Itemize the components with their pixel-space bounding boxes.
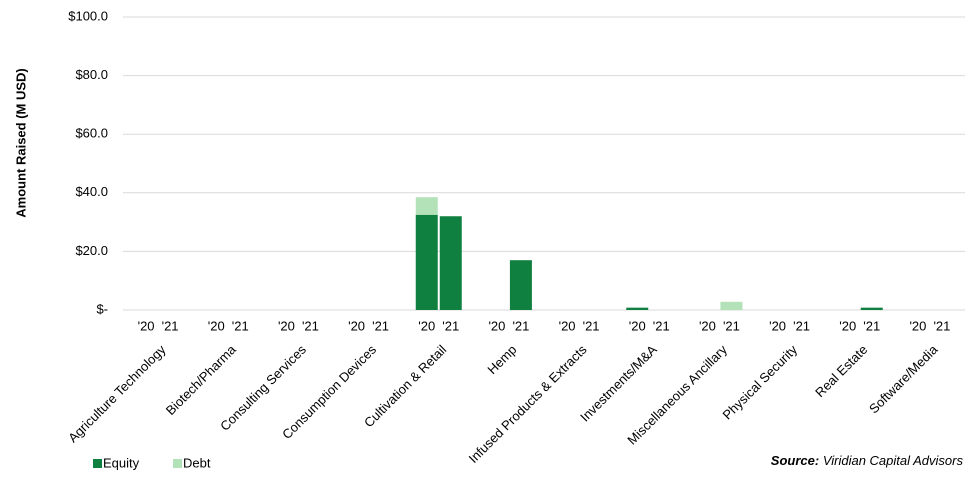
y-tick-label: $20.0 (75, 243, 108, 258)
x-tick-label: '21 (583, 318, 600, 333)
x-tick-label: '21 (162, 318, 179, 333)
legend-label: Debt (183, 455, 211, 470)
x-tick-label: '21 (512, 318, 529, 333)
x-tick-label: '20 (488, 318, 505, 333)
x-tick-label: '20 (559, 318, 576, 333)
x-tick-label: '20 (629, 318, 646, 333)
x-tick-label: '21 (793, 318, 810, 333)
legend-swatch (93, 459, 102, 468)
group-label: Real Estate (812, 342, 870, 400)
bar-segment (720, 301, 743, 310)
x-tick-label: '21 (302, 318, 319, 333)
group-label: Agriculture Technology (65, 342, 169, 446)
y-tick-label: $60.0 (75, 126, 108, 141)
x-tick-label: '21 (442, 318, 459, 333)
legend-label: Equity (103, 455, 140, 470)
group-label: Infused Products & Extracts (466, 342, 590, 466)
x-tick-label: '21 (653, 318, 670, 333)
x-tick-label: '20 (138, 318, 155, 333)
x-tick-label: '20 (699, 318, 716, 333)
x-tick-label: '20 (418, 318, 435, 333)
x-tick-label: '21 (232, 318, 249, 333)
bar-segment (860, 307, 883, 310)
bar-segment (415, 197, 438, 215)
x-tick-label: '20 (769, 318, 786, 333)
x-tick-label: '21 (723, 318, 740, 333)
group-label: Biotech/Pharma (163, 341, 240, 418)
x-tick-label: '20 (909, 318, 926, 333)
source-label: Source: (771, 453, 819, 468)
y-tick-label: $100.0 (68, 8, 108, 23)
bar-segment (439, 216, 462, 310)
group-label: Hemp (484, 342, 519, 377)
group-label: Physical Security (720, 342, 801, 423)
x-tick-label: '20 (208, 318, 225, 333)
x-tick-label: '20 (348, 318, 365, 333)
y-tick-label: $40.0 (75, 184, 108, 199)
bar-segment (509, 260, 532, 310)
bar-segment (415, 214, 438, 310)
y-tick-label: $- (96, 301, 108, 316)
x-tick-label: '20 (839, 318, 856, 333)
source: Source: Viridian Capital Advisors (771, 453, 964, 468)
x-tick-label: '20 (278, 318, 295, 333)
x-tick-label: '21 (933, 318, 950, 333)
source-text: Viridian Capital Advisors (823, 453, 964, 468)
y-tick-label: $80.0 (75, 67, 108, 82)
x-tick-label: '21 (863, 318, 880, 333)
group-label: Investments/M&A (577, 342, 660, 425)
x-tick-label: '21 (372, 318, 389, 333)
y-axis-label: Amount Raised (M USD) (13, 68, 28, 218)
bar-segment (626, 307, 649, 310)
legend-swatch (173, 459, 182, 468)
group-label: Software/Media (866, 341, 941, 416)
